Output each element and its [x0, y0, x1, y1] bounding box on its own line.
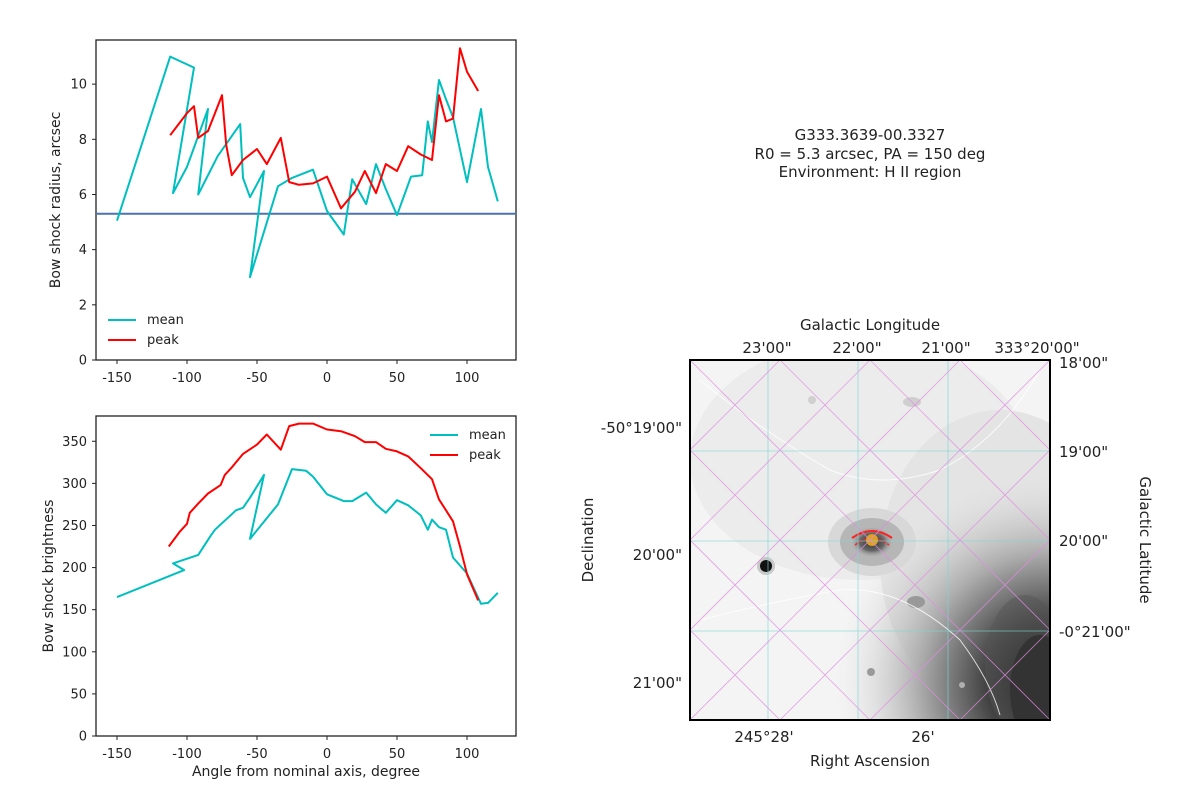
brightness-x-tick-label: 100 [455, 747, 480, 762]
sky-image-panel: Galactic Longitude 23'00" 22'00" 21'00" … [579, 316, 1154, 770]
radius-x-tick-label: 100 [455, 371, 480, 386]
radius-y-tick-label: 8 [79, 133, 87, 148]
galactic-grid [690, 360, 1050, 720]
source-name: G333.3639-00.3327 [795, 126, 946, 144]
radius-y-tick-label: 0 [79, 354, 87, 369]
brightness-mean-line [116, 468, 499, 605]
faint-source-3 [867, 668, 875, 676]
radius-x-tick-label: 50 [389, 371, 406, 386]
radius-y-tick-label: 4 [79, 243, 87, 258]
point-source [760, 560, 772, 572]
sky-right-tick-4: -0°21'00" [1059, 623, 1131, 641]
radius-y-ticks: 0 2 4 6 8 10 [70, 78, 96, 369]
sky-top-tick-1: 23'00" [742, 339, 791, 357]
sky-image [690, 360, 1050, 720]
radius-y-label: Bow shock radius, arcsec [48, 112, 64, 289]
sky-contour-1 [699, 369, 1041, 481]
bowshock-arc-1 [851, 530, 893, 539]
radius-y-tick-label: 10 [70, 78, 87, 93]
sky-left-tick-3: 21'00" [633, 674, 682, 692]
radius-x-tick-label: -100 [172, 371, 202, 386]
brightness-y-tick-label: 100 [62, 645, 87, 660]
brightness-legend-mean-label: mean [469, 428, 506, 443]
source-environment: Environment: H II region [779, 163, 962, 181]
sky-top-axis-label: Galactic Longitude [800, 316, 940, 334]
sky-left-axis-label: Declination [579, 498, 597, 583]
sky-top-tick-4: 333°20'00" [994, 339, 1079, 357]
sky-right-tick-3: 20'00" [1059, 532, 1108, 550]
radius-x-ticks: -150 -100 -50 0 50 100 [102, 360, 479, 386]
faint-source-4 [959, 682, 965, 688]
radius-x-tick-label: 0 [323, 371, 331, 386]
star-marker [866, 534, 878, 546]
radius-series [96, 47, 516, 279]
brightness-y-ticks: 0 50 100 150 200 250 300 350 [62, 435, 96, 745]
faint-source-5 [808, 396, 816, 404]
brightness-y-tick-label: 150 [62, 603, 87, 618]
brightness-x-label: Angle from nominal axis, degree [192, 764, 420, 780]
info-block: G333.3639-00.3327 R0 = 5.3 arcsec, PA = … [755, 126, 986, 181]
sky-bottom-axis-label: Right Ascension [810, 752, 930, 770]
radius-legend: mean peak [108, 313, 184, 348]
sky-bottom-tick-2: 26' [911, 728, 934, 746]
sky-right-tick-1: 18'00" [1059, 354, 1108, 372]
brightness-series [116, 422, 499, 605]
sky-right-tick-2: 19'00" [1059, 443, 1108, 461]
brightness-x-tick-label: -100 [172, 747, 202, 762]
brightness-x-tick-label: -50 [246, 747, 267, 762]
brightness-y-tick-label: 50 [70, 687, 87, 702]
brightness-plot-frame [95, 415, 517, 737]
brightness-y-tick-label: 350 [62, 435, 87, 450]
brightness-x-ticks: -150 -100 -50 0 50 100 [102, 736, 479, 762]
radius-x-tick-label: -50 [246, 371, 267, 386]
sky-left-tick-2: 20'00" [633, 546, 682, 564]
brightness-x-tick-label: 50 [389, 747, 406, 762]
radius-chart: -150 -100 -50 0 50 100 0 2 4 6 8 10 Bow shock radi… [48, 39, 517, 386]
radius-legend-mean-label: mean [147, 313, 184, 328]
radec-grid [690, 360, 1050, 720]
radius-y-tick-label: 2 [79, 298, 87, 313]
radius-mean-line [116, 55, 499, 279]
brightness-y-tick-label: 300 [62, 477, 87, 492]
sky-bottom-tick-1: 245°28' [734, 728, 793, 746]
source-params: R0 = 5.3 arcsec, PA = 150 deg [755, 145, 986, 163]
brightness-y-label: Bow shock brightness [41, 500, 57, 653]
sky-top-tick-2: 22'00" [832, 339, 881, 357]
sky-frame [689, 359, 1051, 721]
brightness-y-tick-label: 0 [79, 730, 87, 745]
sky-left-tick-1: -50°19'00" [601, 419, 682, 437]
brightness-y-tick-label: 200 [62, 561, 87, 576]
faint-source-1 [907, 596, 925, 608]
sky-corner-halo [985, 595, 1050, 720]
sky-top-tick-3: 21'00" [921, 339, 970, 357]
radius-y-tick-label: 6 [79, 188, 87, 203]
brightness-chart: -150 -100 -50 0 50 100 050100150200250300350 … [41, 415, 517, 780]
brightness-peak-line [167, 422, 480, 601]
brightness-legend: mean peak [430, 428, 506, 463]
brightness-y-tick-label: 250 [62, 519, 87, 534]
radius-legend-peak-label: peak [147, 333, 179, 348]
radius-plot-frame [95, 39, 517, 361]
brightness-x-tick-label: -150 [102, 747, 132, 762]
brightness-x-tick-label: 0 [323, 747, 331, 762]
radius-peak-line [169, 47, 480, 210]
brightness-legend-peak-label: peak [469, 448, 501, 463]
sky-contour-2 [699, 589, 1001, 716]
radius-x-tick-label: -150 [102, 371, 132, 386]
sky-right-axis-label: Galactic Latitude [1136, 476, 1154, 603]
